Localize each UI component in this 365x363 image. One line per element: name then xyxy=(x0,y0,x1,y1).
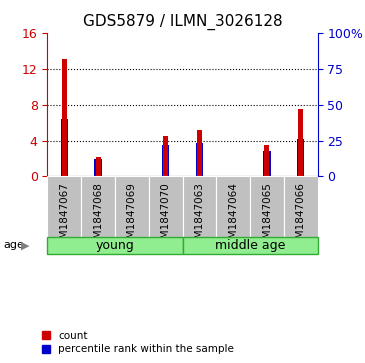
Text: GSM1847066: GSM1847066 xyxy=(296,183,306,252)
Bar xyxy=(196,143,203,176)
Bar xyxy=(149,176,182,237)
Bar xyxy=(197,130,202,176)
Bar xyxy=(47,237,182,254)
Bar xyxy=(81,176,115,237)
Text: GSM1847067: GSM1847067 xyxy=(59,183,69,252)
Bar xyxy=(216,176,250,237)
Bar xyxy=(62,59,67,176)
Bar xyxy=(162,145,169,176)
Bar xyxy=(62,59,67,176)
Bar xyxy=(197,130,202,176)
Bar xyxy=(115,176,149,237)
Bar xyxy=(264,145,269,176)
Bar xyxy=(182,176,216,237)
Text: ▶: ▶ xyxy=(21,240,30,250)
Bar xyxy=(96,157,101,176)
Bar xyxy=(298,109,303,176)
Title: GDS5879 / ILMN_3026128: GDS5879 / ILMN_3026128 xyxy=(83,14,282,30)
Bar xyxy=(250,176,284,237)
Bar xyxy=(298,109,303,176)
Text: GSM1847069: GSM1847069 xyxy=(127,183,137,252)
Bar xyxy=(95,159,102,176)
Text: middle age: middle age xyxy=(215,239,285,252)
Text: GSM1847063: GSM1847063 xyxy=(195,183,204,252)
Bar xyxy=(163,136,168,176)
Legend: count, percentile rank within the sample: count, percentile rank within the sample xyxy=(42,331,234,354)
Bar xyxy=(47,176,81,237)
Bar xyxy=(297,139,304,176)
Text: GSM1847065: GSM1847065 xyxy=(262,183,272,252)
Text: GSM1847068: GSM1847068 xyxy=(93,183,103,252)
Text: young: young xyxy=(96,239,134,252)
Bar xyxy=(284,176,318,237)
Text: GSM1847070: GSM1847070 xyxy=(161,183,170,252)
Bar xyxy=(263,151,270,176)
Bar xyxy=(96,157,101,176)
Text: GSM1847064: GSM1847064 xyxy=(228,183,238,252)
Bar xyxy=(61,119,68,176)
Bar xyxy=(163,136,168,176)
Bar xyxy=(264,145,269,176)
Bar xyxy=(182,237,318,254)
Text: age: age xyxy=(4,240,24,250)
